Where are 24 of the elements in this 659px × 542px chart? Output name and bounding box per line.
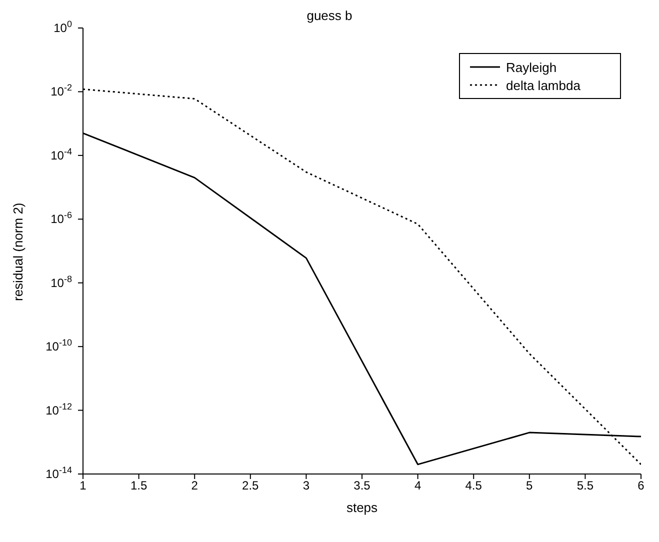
legend-label: Rayleigh [506, 60, 557, 74]
y-tick-label: 10$^{-2}$ [50, 82, 72, 99]
y-tick-label: 10$^{-12}$ [46, 401, 72, 418]
x-tick-label: 1 [80, 478, 87, 493]
x-tick-label: 6 [638, 478, 645, 493]
x-tick-label: 1.5 [130, 478, 148, 493]
x-tick-label: 2 [191, 478, 198, 493]
x-tick-label: 3 [302, 478, 310, 493]
x-tick-label: 3.5 [354, 478, 371, 493]
y-tick-label: 10$^{0}$ [54, 19, 72, 35]
y-tick-label: 10$^{-14}$ [46, 465, 72, 481]
x-tick-label: 4.5 [465, 478, 482, 493]
y-tick-label: 10$^{-8}$ [50, 274, 72, 290]
x-tick-label: 5 [526, 478, 534, 493]
y-tick-label: 10$^{-4}$ [50, 146, 72, 162]
legend-label: delta lambda [506, 78, 580, 92]
x-tick-label: 4 [414, 478, 422, 493]
x-tick-label: 2.5 [242, 478, 260, 493]
y-axis-title: residual (norm 2) [10, 202, 26, 301]
x-tick-label: 5.5 [576, 478, 594, 493]
y-tick-label: 10$^{-6}$ [50, 210, 72, 226]
chart-title: guess b [306, 8, 352, 23]
x-axis-title: steps [346, 500, 378, 515]
y-tick-label: 10$^{-10}$ [46, 338, 72, 354]
